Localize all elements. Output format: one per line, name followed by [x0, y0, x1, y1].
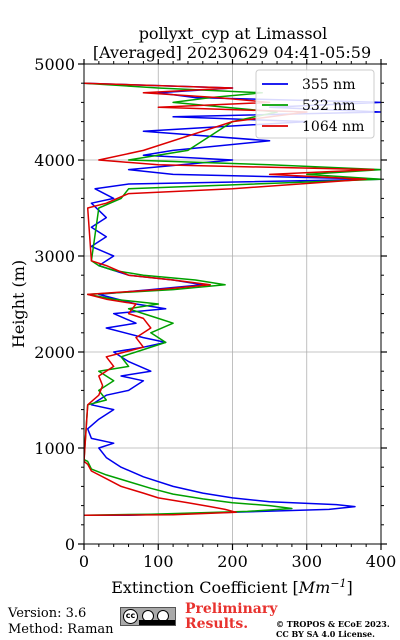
- y-tick-label: 4000: [34, 151, 75, 170]
- y-tick-label: 3000: [34, 247, 75, 266]
- x-tick-label: 100: [143, 552, 174, 571]
- plot-area: [84, 82, 381, 516]
- copyright-line2: CC BY SA 4.0 License.: [276, 629, 375, 639]
- copyright-note: © TROPOS & ECoE 2023. CC BY SA 4.0 Licen…: [276, 619, 390, 639]
- extinction-profile-chart: pollyxt_cyp at Limassol [Averaged] 20230…: [9, 24, 396, 597]
- legend-label-355-nm: 355 nm: [302, 77, 355, 93]
- y-axis-label: Height (m): [9, 260, 28, 348]
- legend-label-532-nm: 532 nm: [302, 98, 355, 114]
- series-line-355-nm: [84, 82, 381, 516]
- preliminary-results-note: Preliminary Results.: [185, 602, 277, 632]
- version-text: Version: 3.6: [8, 606, 87, 621]
- x-tick-label: 200: [217, 552, 248, 571]
- legend-box: [255, 69, 375, 139]
- series-line-1064-nm: [84, 82, 375, 516]
- x-tick-label: 0: [79, 552, 89, 571]
- y-tick-label: 2000: [34, 343, 75, 362]
- legend: 355 nm 532 nm 1064 nm: [255, 69, 375, 139]
- series-line-532-nm: [84, 82, 381, 516]
- x-axis-label: Extinction Coefficient [Mm−1]: [111, 577, 353, 597]
- method-text: Method: Raman: [8, 622, 114, 637]
- y-tick-label: 5000: [34, 55, 75, 74]
- preliminary-line1: Preliminary: [185, 601, 278, 617]
- x-tick-label: 300: [291, 552, 322, 571]
- x-tick-label: 400: [366, 552, 397, 571]
- legend-label-1064-nm: 1064 nm: [302, 119, 364, 135]
- copyright-line1: © TROPOS & ECoE 2023.: [276, 619, 390, 629]
- chart-title-line2: [Averaged] 20230629 04:41-05:59: [93, 43, 371, 62]
- y-tick-label: 0: [65, 535, 75, 554]
- chart-title-line1: pollyxt_cyp at Limassol: [139, 24, 328, 43]
- y-tick-label: 1000: [34, 439, 75, 458]
- preliminary-line2: Results.: [185, 616, 249, 632]
- cc-by-sa-badge-icon: cc: [120, 607, 176, 626]
